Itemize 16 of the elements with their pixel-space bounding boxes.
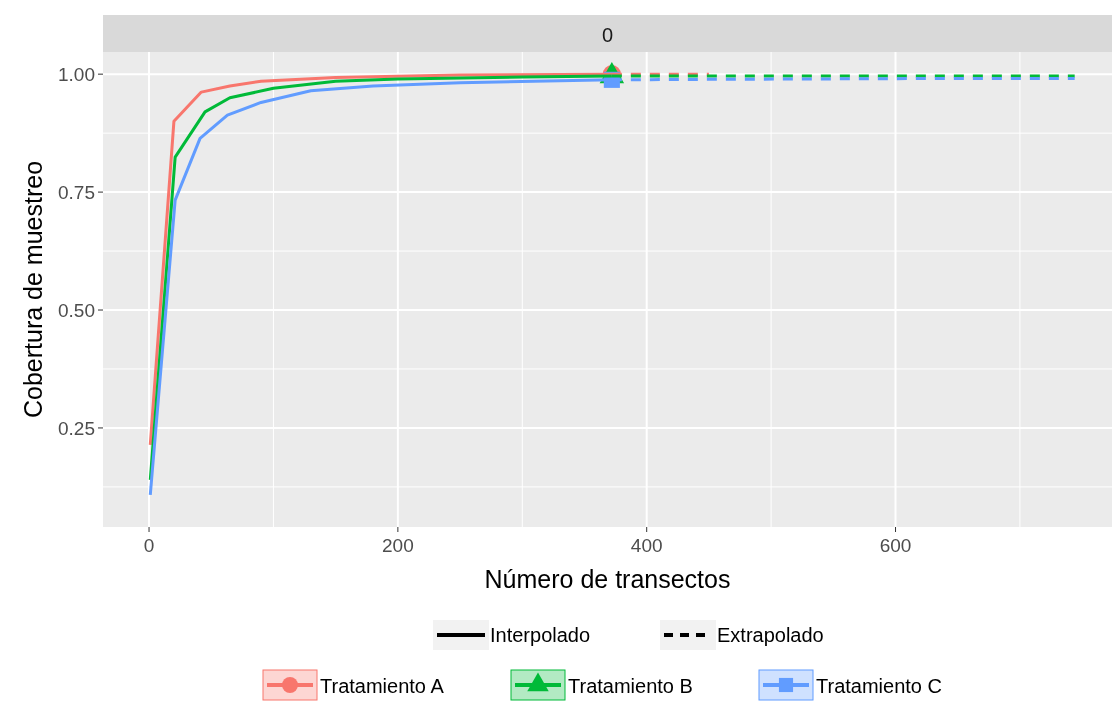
y-axis-title: Cobertura de muestreo [19,160,47,419]
y-tick-label: 0.75 [58,182,95,204]
x-axis-title: Número de transectos [484,565,731,593]
x-tick-label: 400 [630,535,663,556]
y-tick-label: 0.25 [58,417,95,439]
legend-label: Tratamiento B [568,675,693,697]
x-tick-label: 600 [879,535,912,556]
text: Extrapolado [717,624,824,646]
x-tick-label: 0 [143,535,155,556]
y-tick-label: 1.00 [58,64,95,86]
legend-label: Tratamiento C [816,675,942,697]
chart-title: 0 [601,24,614,46]
text: Interpolado [490,624,591,646]
x-tick-label: 200 [382,535,414,556]
y-tick-label: 0.50 [58,300,95,322]
legend-label: Tratamiento A [320,675,445,697]
